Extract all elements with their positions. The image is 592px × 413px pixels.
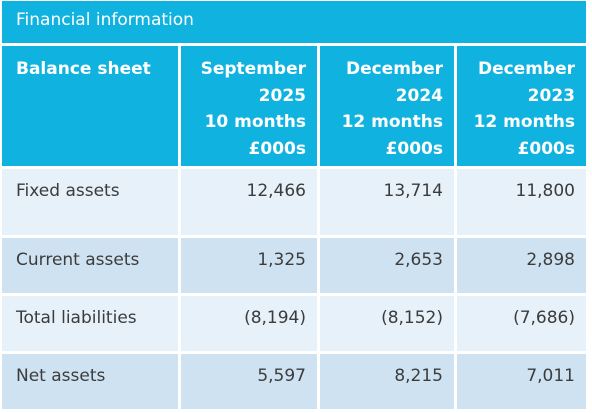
header-year: 2025 [258, 85, 306, 106]
header-duration: 12 months [473, 112, 575, 132]
header-col-dec-2024: December 2024 12 months £000s [320, 46, 454, 166]
header-unit: £000s [517, 138, 575, 159]
header-balance-sheet: Balance sheet [2, 46, 178, 166]
panel-title: Financial information [2, 1, 586, 43]
table-row: Current assets 1,325 2,653 2,898 [2, 238, 586, 293]
row-label: Fixed assets [2, 169, 178, 235]
header-col-dec-2023: December 2023 12 months £000s [457, 46, 586, 166]
row-value: 1,325 [181, 238, 317, 293]
header-duration: 10 months [204, 112, 306, 132]
header-unit: £000s [385, 138, 443, 159]
row-value: 7,011 [457, 354, 586, 409]
table-row: Total liabilities (8,194) (8,152) (7,686… [2, 296, 586, 351]
financial-info-panel: Financial information Balance sheet Sept… [2, 1, 586, 409]
row-value: 8,215 [320, 354, 454, 409]
table-row: Net assets 5,597 8,215 7,011 [2, 354, 586, 409]
balance-sheet-table: Balance sheet September 2025 10 months £… [2, 46, 586, 409]
table-row: Fixed assets 12,466 13,714 11,800 [2, 169, 586, 235]
row-label: Total liabilities [2, 296, 178, 351]
header-period: September [200, 59, 306, 79]
row-label: Current assets [2, 238, 178, 293]
row-value: (8,194) [181, 296, 317, 351]
header-unit: £000s [248, 138, 306, 159]
header-col-sep-2025: September 2025 10 months £000s [181, 46, 317, 166]
row-label: Net assets [2, 354, 178, 409]
row-value: 2,653 [320, 238, 454, 293]
header-year: 2024 [395, 85, 443, 106]
row-value: (7,686) [457, 296, 586, 351]
header-period: December [477, 59, 575, 79]
header-period: December [345, 59, 443, 79]
row-value: (8,152) [320, 296, 454, 351]
header-duration: 12 months [341, 112, 443, 132]
row-value: 11,800 [457, 169, 586, 235]
row-value: 13,714 [320, 169, 454, 235]
row-value: 5,597 [181, 354, 317, 409]
row-value: 2,898 [457, 238, 586, 293]
table-header-row: Balance sheet September 2025 10 months £… [2, 46, 586, 166]
header-year: 2023 [527, 85, 575, 106]
row-value: 12,466 [181, 169, 317, 235]
